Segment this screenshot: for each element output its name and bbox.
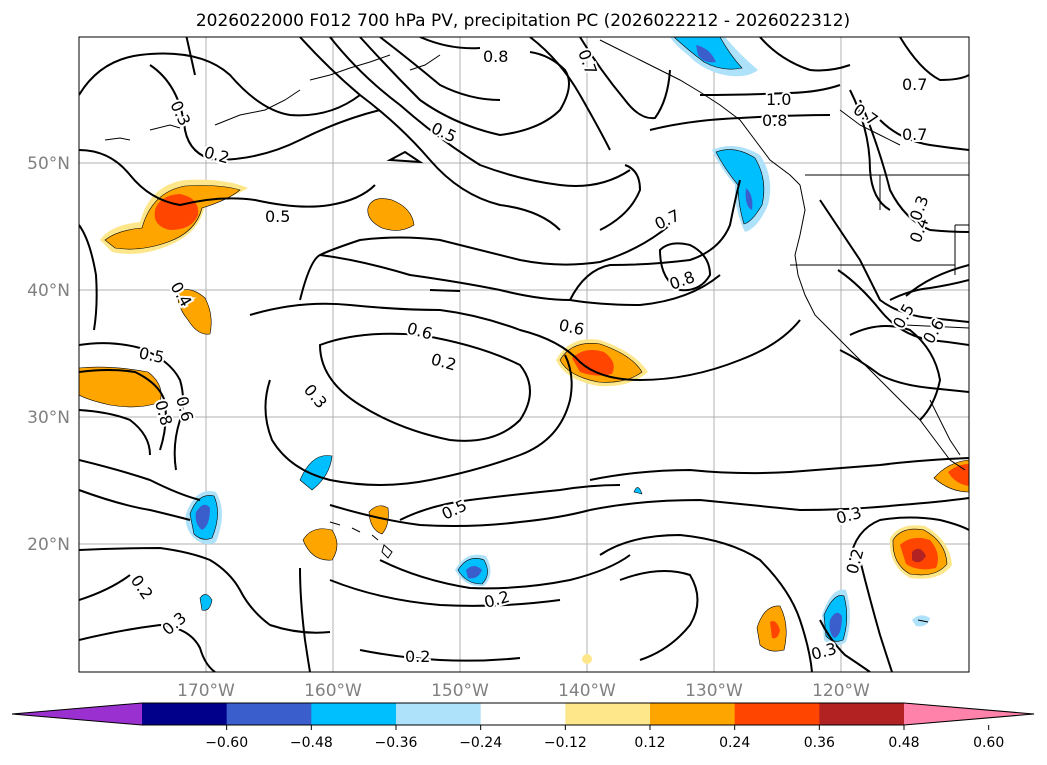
colorbar-tick-label: −0.60 xyxy=(205,735,248,751)
lon-label-130w: 130°W xyxy=(685,681,743,701)
contour-label: 0.7 xyxy=(902,75,927,94)
colorbar-segment xyxy=(396,703,482,725)
pv-contours xyxy=(79,37,969,672)
lon-label-160w: 160°W xyxy=(304,681,362,701)
lat-labels: 50°N 40°N 30°N 20°N xyxy=(27,154,70,555)
colorbar-tick-label: 0.60 xyxy=(973,735,1004,751)
contour-label: 0.8 xyxy=(762,111,787,130)
contour-label: 0.7 xyxy=(902,125,927,144)
contour-label: 0.8 xyxy=(483,47,508,66)
colorbar-segment xyxy=(480,703,566,725)
colorbar-segment xyxy=(226,703,312,725)
gridlines xyxy=(79,37,969,672)
lon-labels: 170°W 160°W 150°W 140°W 130°W 120°W xyxy=(177,681,870,701)
colorbar-tick-label: 0.12 xyxy=(634,735,665,751)
colorbar-tick-label: 0.24 xyxy=(719,735,750,751)
colorbar-tick-label: −0.12 xyxy=(544,735,587,751)
lon-label-150w: 150°W xyxy=(431,681,489,701)
colorbar-tick-label: 0.36 xyxy=(804,735,835,751)
colorbar-segment xyxy=(565,703,651,725)
colorbar-tick-label: −0.24 xyxy=(459,735,502,751)
colorbar-extend-high xyxy=(904,703,1034,725)
colorbar-tick-label: −0.48 xyxy=(290,735,333,751)
colorbar-segment xyxy=(734,703,820,725)
colorbar-outline xyxy=(11,702,1035,726)
lat-label-40n: 40°N xyxy=(27,281,70,301)
colorbar-tick-label: 0.48 xyxy=(888,735,919,751)
coastlines xyxy=(104,39,969,623)
colorbar-segment xyxy=(311,703,397,725)
colorbar-segment xyxy=(142,703,228,725)
contour-label: 1.0 xyxy=(766,90,791,109)
contour-label: 0.5 xyxy=(265,207,290,226)
colorbar-segment xyxy=(650,703,736,725)
map-panel: 0.8 0.7 0.3 0.2 0.5 1.0 0.8 0.7 0.7 0.7 … xyxy=(78,36,970,673)
colorbar: −0.60 −0.48 −0.36 −0.24 −0.12 0.12 0.24 0.36 0.4… xyxy=(11,702,1035,751)
lon-label-170w: 170°W xyxy=(177,681,235,701)
lon-label-120w: 120°W xyxy=(812,681,870,701)
lon-label-140w: 140°W xyxy=(558,681,616,701)
lat-label-50n: 50°N xyxy=(27,154,70,174)
lat-label-30n: 30°N xyxy=(27,408,70,428)
colorbar-extend-low xyxy=(12,703,142,725)
contour-label: 0.2 xyxy=(405,647,430,666)
lat-label-20n: 20°N xyxy=(27,535,70,555)
colorbar-tick-label: −0.36 xyxy=(375,735,418,751)
figure-title: 2026022000 F012 700 hPa PV, precipitatio… xyxy=(196,11,850,31)
colorbar-segment xyxy=(819,703,905,725)
